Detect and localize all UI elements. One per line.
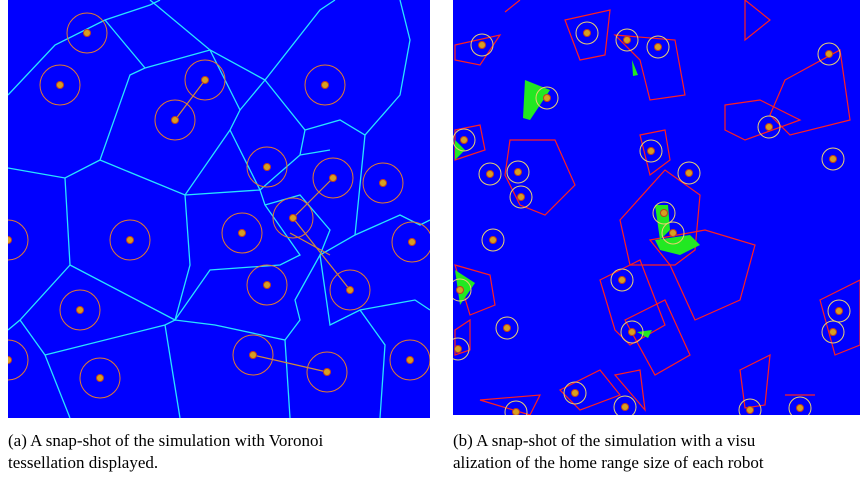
robot [264,282,271,289]
robot [513,409,520,416]
robot [77,307,84,314]
robot [324,369,331,376]
robot [544,95,551,102]
robot [5,237,12,244]
caption-b: (b) A snap-shot of the simulation with a… [453,430,764,474]
robot [461,137,468,144]
caption-line: (a) A snap-shot of the simulation with V… [8,430,323,452]
robot [619,277,626,284]
robot [172,117,179,124]
robot [584,30,591,37]
robot [797,405,804,412]
robot [572,390,579,397]
robot [766,124,773,131]
robot [250,352,257,359]
robot [264,164,271,171]
robot [97,375,104,382]
robot [330,175,337,182]
robot [455,346,462,353]
robot [655,44,662,51]
robot [407,357,414,364]
robot [622,404,629,411]
caption-line: (b) A snap-shot of the simulation with a… [453,430,764,452]
robot [127,237,134,244]
robot [57,82,64,89]
robot [84,30,91,37]
robot [836,308,843,315]
robot [624,37,631,44]
robot [830,156,837,163]
robot [457,287,464,294]
robot [515,169,522,176]
caption-line: tessellation displayed. [8,452,323,474]
robot [648,148,655,155]
robot [747,407,754,414]
robot [670,230,677,237]
robot [686,170,693,177]
robot [479,42,486,49]
robot [487,171,494,178]
robot [490,237,497,244]
robot [347,287,354,294]
robot [518,194,525,201]
caption-line: alization of the home range size of each… [453,452,764,474]
robot [380,180,387,187]
robot [202,77,209,84]
figure: (a) A snap-shot of the simulation with V… [0,0,860,480]
robot [290,215,297,222]
robot [830,329,837,336]
robot [5,357,12,364]
panels [0,0,860,420]
robot [504,325,511,332]
page: {"figure": {"captions": [ {"lines": ["(a… [0,0,860,480]
robot [629,329,636,336]
robot [322,82,329,89]
body: (a) A snap-shot of the simulation with V… [0,0,860,480]
robot [661,210,668,217]
robot [409,239,416,246]
panel-a [8,0,430,418]
robot [826,51,833,58]
robot [239,230,246,237]
caption-a: (a) A snap-shot of the simulation with V… [8,430,323,474]
